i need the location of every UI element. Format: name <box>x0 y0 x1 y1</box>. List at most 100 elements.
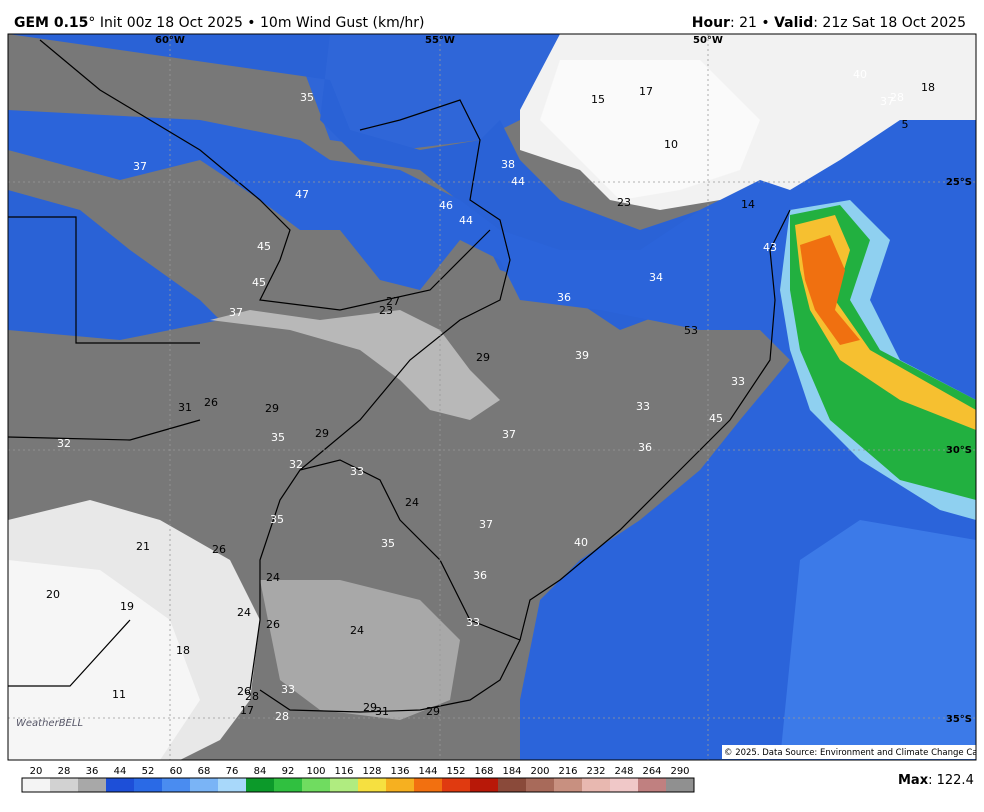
value-label: 37 <box>479 518 493 531</box>
map: 60°W 55°W 50°W25°S30°S35°S 35 1517403728185… <box>8 34 976 760</box>
valid-label: Valid <box>774 15 813 31</box>
value-label: 28 <box>275 710 289 723</box>
colorbar-swatch <box>470 778 498 792</box>
colorbar-tick: 200 <box>530 766 549 777</box>
value-label: 31 <box>178 401 192 414</box>
graticule-label: 55°W <box>425 35 455 46</box>
colorbar-tick: 290 <box>670 766 689 777</box>
value-label: 26 <box>212 543 226 556</box>
value-label: 34 <box>649 271 663 284</box>
colorbar-swatch <box>442 778 470 792</box>
colorbar-swatch <box>134 778 162 792</box>
value-label: 33 <box>281 683 295 696</box>
value-label: 21 <box>136 540 150 553</box>
colorbar-frame <box>21 777 695 793</box>
value-label: 37 <box>229 306 243 319</box>
value-label: 27 <box>386 295 400 308</box>
colorbar-swatch <box>162 778 190 792</box>
value-label: 18 <box>176 644 190 657</box>
value-label: 33 <box>466 616 480 629</box>
model: GEM 0.15 <box>14 15 88 31</box>
value-label: 37 <box>133 160 147 173</box>
colorbar-tick: 144 <box>418 766 437 777</box>
calm-gray <box>260 580 460 720</box>
value-label: 19 <box>120 600 134 613</box>
colorbar-tick: 36 <box>86 766 99 777</box>
value-label: 26 <box>204 396 218 409</box>
value-label: 33 <box>636 400 650 413</box>
value-label: 37 <box>502 428 516 441</box>
colorbar-tick: 168 <box>474 766 493 777</box>
colorbar-tick: 68 <box>198 766 211 777</box>
colorbar-swatch <box>358 778 386 792</box>
colorbar: 20 28 36 44 52 60 68 76 84 92 100 116 128 136 144 152 16… <box>21 766 695 793</box>
graticule-label: 50°W <box>693 35 723 46</box>
value-label: 35 <box>300 91 314 104</box>
colorbar-tick: 76 <box>226 766 239 777</box>
wind-blue <box>8 34 976 760</box>
value-label: 33 <box>731 375 745 388</box>
value-label: 24 <box>237 606 251 619</box>
colorbar-swatch <box>526 778 554 792</box>
value-label: 29 <box>476 351 490 364</box>
colorbar-tick: 100 <box>306 766 325 777</box>
colorbar-tick: 60 <box>170 766 183 777</box>
colorbar-tick: 136 <box>390 766 409 777</box>
value-label: 45 <box>709 412 723 425</box>
colorbar-swatch <box>50 778 78 792</box>
colorbar-swatch <box>274 778 302 792</box>
colorbar-swatch <box>22 778 50 792</box>
value-label: 32 <box>289 458 303 471</box>
value-label: 29 <box>265 402 279 415</box>
max: Max: 122.4 <box>898 773 974 788</box>
value-label: 40 <box>853 68 867 81</box>
value-label: 36 <box>473 569 487 582</box>
logo: WeatherBELL <box>16 718 83 729</box>
value-label: 23 <box>379 304 393 317</box>
value-label: 45 <box>252 276 266 289</box>
colorbar-swatch <box>498 778 526 792</box>
value-label: 24 <box>350 624 364 637</box>
colorbar-tick: 216 <box>558 766 577 777</box>
graticule-label: 25°S <box>946 177 972 188</box>
graticule-label: 35°S <box>946 714 972 725</box>
value-label: 28 <box>245 690 259 703</box>
value-label: 15 <box>591 93 605 106</box>
calm-white <box>540 60 760 200</box>
colorbar-tick: 128 <box>362 766 381 777</box>
colorbar-swatch <box>582 778 610 792</box>
value-label: 29 <box>315 427 329 440</box>
wind-blue <box>8 34 560 150</box>
colorbar-tick: 20 <box>30 766 43 777</box>
wind-blue <box>8 190 220 340</box>
value-label: 40 <box>574 536 588 549</box>
value-label: 24 <box>266 571 280 584</box>
colorbar-tick: 232 <box>586 766 605 777</box>
value-label: 28 <box>890 91 904 104</box>
value-label: 24 <box>405 496 419 509</box>
value-label: 29 <box>363 701 377 714</box>
value-label: 36 <box>557 291 571 304</box>
value-label: 36 <box>638 441 652 454</box>
colorbar-swatch <box>554 778 582 792</box>
copyright-bg <box>722 745 976 759</box>
value-label: 31 <box>375 705 389 718</box>
colorbar-tick: 92 <box>282 766 295 777</box>
value-label: 26 <box>266 618 280 631</box>
value-label: 23 <box>617 196 631 209</box>
colorbar-tick: 84 <box>254 766 267 777</box>
borders <box>8 39 791 713</box>
value-label: 17 <box>639 85 653 98</box>
value-label: 33 <box>350 465 364 478</box>
value-label: 47 <box>295 188 309 201</box>
colorbar-tick: 44 <box>114 766 127 777</box>
colorbar-tick: 264 <box>642 766 661 777</box>
graticule-label: 60°W <box>155 35 185 46</box>
colorbar-swatch <box>386 778 414 792</box>
valid: : 21z Sat 18 Oct 2025 <box>813 15 966 31</box>
value-label: 32 <box>57 437 71 450</box>
colorbar-swatch <box>78 778 106 792</box>
